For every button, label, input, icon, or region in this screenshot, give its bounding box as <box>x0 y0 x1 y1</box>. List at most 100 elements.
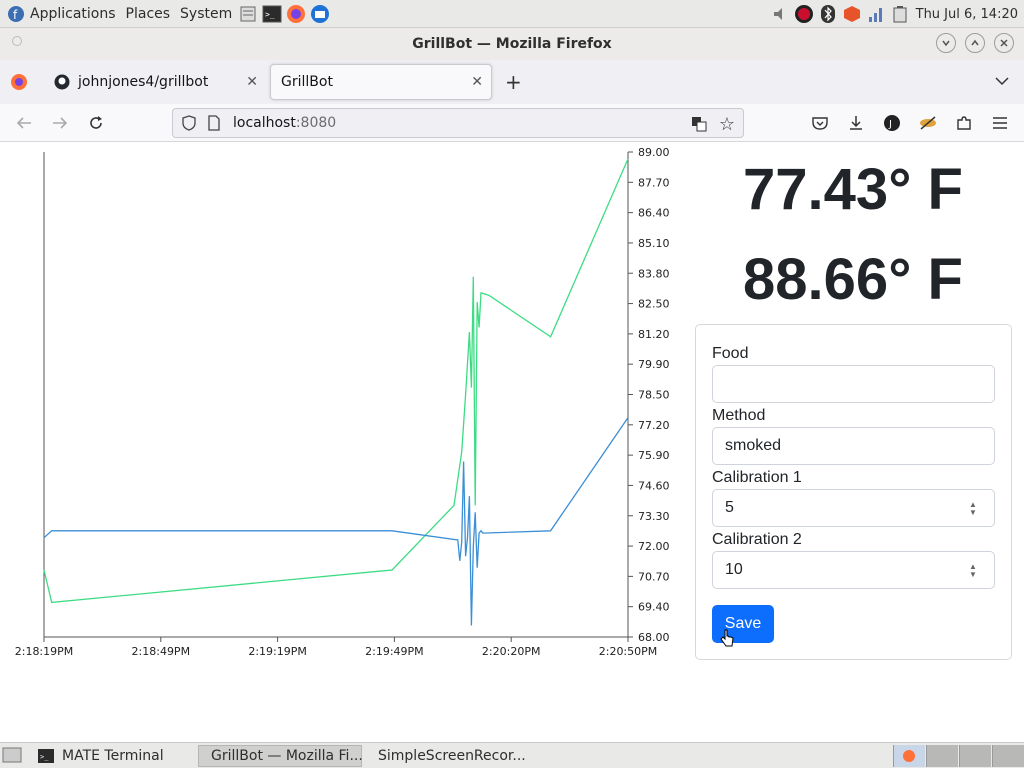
window-title: GrillBot — Mozilla Firefox <box>412 36 612 52</box>
system-menu[interactable]: System <box>174 0 236 28</box>
applications-menu[interactable]: f Applications <box>0 0 120 28</box>
minimize-button[interactable] <box>936 33 956 53</box>
workspace-4[interactable] <box>992 745 1024 767</box>
y-tick-label: 70.70 <box>638 570 670 583</box>
calibration-1-input[interactable]: 5 ▲ ▼ <box>712 489 995 527</box>
tab-grillbot-label: GrillBot <box>281 74 333 90</box>
tab-github-close-icon[interactable]: ✕ <box>246 74 258 90</box>
bluetooth-icon[interactable] <box>817 3 839 25</box>
file-manager-launcher-icon[interactable] <box>237 3 259 25</box>
hamburger-menu-icon[interactable] <box>988 111 1012 135</box>
firefox-view-icon[interactable] <box>10 73 28 95</box>
taskbar-item-firefox[interactable]: GrillBot — Mozilla Fi... <box>198 745 363 767</box>
calibration-1-spinner-icon[interactable]: ▲ ▼ <box>969 500 977 517</box>
clock[interactable]: Thu Jul 6, 14:20 <box>915 6 1018 22</box>
y-tick-label: 89.00 <box>638 146 670 159</box>
page-info-icon[interactable] <box>207 115 221 131</box>
tab-github[interactable]: johnjones4/grillbot ✕ <box>44 64 266 100</box>
x-tick-label: 2:18:49PM <box>132 645 191 658</box>
new-tab-plus-icon[interactable]: + <box>505 70 522 94</box>
extensions-puzzle-icon[interactable] <box>952 111 976 135</box>
terminal-icon: >_ <box>38 749 54 763</box>
taskbar-item-screenrecorder[interactable]: SimpleScreenRecor... <box>364 745 530 767</box>
svg-text:>_: >_ <box>265 10 275 19</box>
terminal-launcher-icon[interactable]: >_ <box>261 3 283 25</box>
y-tick-label: 86.40 <box>638 207 670 220</box>
x-tick-label: 2:19:49PM <box>365 645 424 658</box>
calibration-1-label: Calibration 1 <box>712 469 802 486</box>
volume-icon[interactable] <box>769 3 791 25</box>
url-bar[interactable]: localhost:8080 ☆ <box>172 108 744 138</box>
y-tick-label: 74.60 <box>638 479 670 492</box>
tab-bar: johnjones4/grillbot ✕ GrillBot ✕ + <box>0 60 1024 104</box>
workspace-1[interactable] <box>893 745 925 767</box>
x-tick-label: 2:18:19PM <box>15 645 74 658</box>
calibration-2-label: Calibration 2 <box>712 531 802 548</box>
workspace-3[interactable] <box>959 745 991 767</box>
taskbar-item-screenrecorder-label: SimpleScreenRecor... <box>378 748 526 764</box>
extension-icon[interactable] <box>916 111 940 135</box>
thunderbird-launcher-icon[interactable] <box>309 3 331 25</box>
x-tick-label: 2:20:20PM <box>482 645 541 658</box>
account-avatar-icon[interactable]: J <box>880 111 904 135</box>
temperature-chart: 89.00 87.70 86.40 85.10 83.80 82.50 81.20 79.90… <box>15 146 670 658</box>
applications-menu-label: Applications <box>30 5 116 22</box>
bookmark-star-icon[interactable]: ☆ <box>718 114 735 135</box>
show-desktop-icon[interactable] <box>2 746 22 768</box>
fedora-logo-icon: f <box>5 3 27 25</box>
tab-grillbot-close-icon[interactable]: ✕ <box>471 74 483 90</box>
system-tray: Thu Jul 6, 14:20 <box>768 0 1024 28</box>
save-button[interactable]: Save <box>712 605 774 643</box>
pocket-icon[interactable] <box>808 111 832 135</box>
window-titlebar[interactable]: GrillBot — Mozilla Firefox <box>0 28 1024 60</box>
y-tick-label: 85.10 <box>638 237 670 250</box>
tab-grillbot[interactable]: GrillBot ✕ <box>270 64 492 100</box>
close-window-button[interactable] <box>994 33 1014 53</box>
maximize-button[interactable] <box>965 33 985 53</box>
firefox-launcher-icon[interactable] <box>285 3 307 25</box>
calibration-2-value: 10 <box>725 561 743 578</box>
y-tick-label: 82.50 <box>638 298 670 311</box>
translate-icon[interactable] <box>691 116 707 132</box>
series-line-1 <box>43 417 629 626</box>
back-arrow-icon[interactable] <box>12 111 36 135</box>
list-all-tabs-chevron-icon[interactable] <box>995 74 1009 90</box>
page-content: 89.00 87.70 86.40 85.10 83.80 82.50 81.20 79.90… <box>0 142 1024 742</box>
y-tick-label: 81.20 <box>638 328 670 341</box>
tracking-shield-icon[interactable] <box>181 115 197 131</box>
y-tick-label: 83.80 <box>638 267 670 280</box>
forward-arrow-icon[interactable] <box>48 111 72 135</box>
url-port: :8080 <box>295 115 337 131</box>
calibration-2-spinner-icon[interactable]: ▲ ▼ <box>969 562 977 579</box>
network-signal-icon[interactable] <box>865 3 887 25</box>
x-tick-label: 2:19:19PM <box>248 645 307 658</box>
temperature-2-readout: 88.66° F <box>743 247 963 312</box>
navigation-bar: localhost:8080 ☆ J <box>0 104 1024 142</box>
tab-github-label: johnjones4/grillbot <box>78 74 209 90</box>
series-line-0 <box>43 158 629 604</box>
calibration-2-input[interactable]: 10 ▲ ▼ <box>712 551 995 589</box>
workspace-2[interactable] <box>926 745 958 767</box>
url-text[interactable]: localhost:8080 <box>233 115 336 131</box>
temperature-1-readout: 77.43° F <box>743 157 963 222</box>
system-menu-label: System <box>180 5 233 22</box>
places-menu[interactable]: Places <box>120 0 175 28</box>
food-input[interactable] <box>712 365 995 403</box>
y-tick-label: 78.50 <box>638 389 670 402</box>
url-host: localhost <box>233 115 296 131</box>
taskbar-item-terminal[interactable]: >_ MATE Terminal <box>32 745 194 767</box>
y-tick-label: 79.90 <box>638 358 670 371</box>
method-input[interactable]: smoked <box>712 427 995 465</box>
svg-text:>_: >_ <box>40 753 49 761</box>
window-menu-icon[interactable] <box>12 36 22 46</box>
reload-icon[interactable] <box>84 111 108 135</box>
taskbar-item-terminal-label: MATE Terminal <box>62 748 164 764</box>
svg-text:f: f <box>13 8 18 22</box>
battery-icon[interactable] <box>889 3 911 25</box>
y-tick-label: 69.40 <box>638 601 670 614</box>
method-label: Method <box>712 407 766 424</box>
y-tick-label: 87.70 <box>638 176 670 189</box>
package-updater-icon[interactable] <box>841 3 863 25</box>
downloads-icon[interactable] <box>844 111 868 135</box>
screen-recorder-icon[interactable] <box>793 3 815 25</box>
